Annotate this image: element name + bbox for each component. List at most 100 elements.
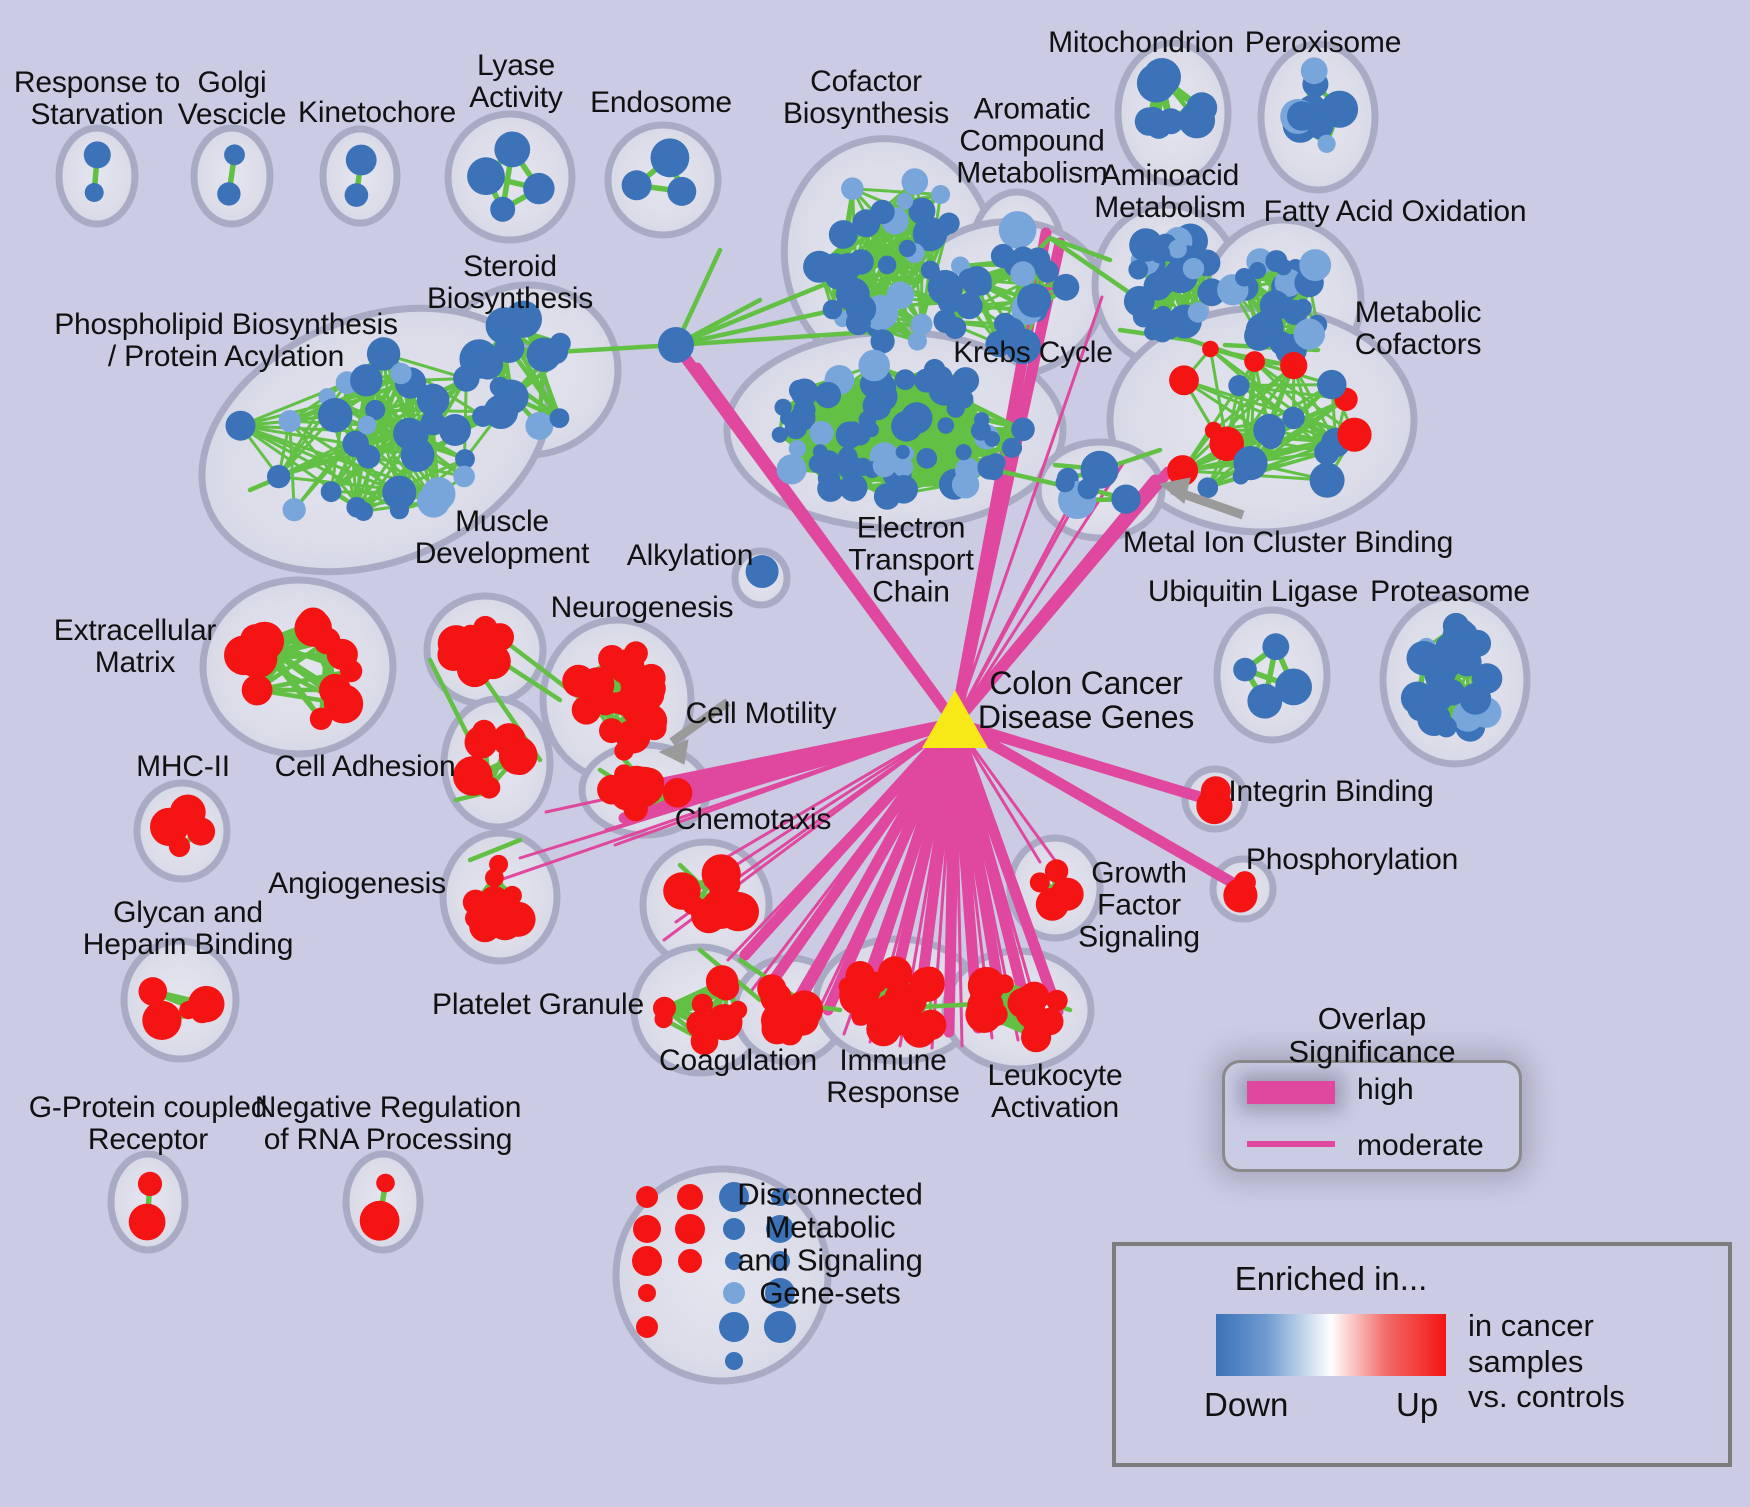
gene-set-node[interactable] xyxy=(1035,887,1069,921)
gene-set-node[interactable] xyxy=(494,131,531,168)
gene-set-node[interactable] xyxy=(309,707,333,730)
gene-set-node[interactable] xyxy=(776,454,807,485)
gene-set-node[interactable] xyxy=(1187,301,1209,323)
gene-set-node[interactable] xyxy=(1017,283,1052,318)
gene-set-node[interactable] xyxy=(931,185,951,204)
gene-set-node[interactable] xyxy=(894,369,916,390)
gene-set-node[interactable] xyxy=(1459,683,1492,715)
gene-set-node[interactable] xyxy=(1309,462,1345,498)
gene-set-node[interactable] xyxy=(675,1214,705,1244)
gene-set-node[interactable] xyxy=(662,778,693,808)
gene-set-node[interactable] xyxy=(872,453,897,478)
gene-set-node[interactable] xyxy=(633,1215,661,1243)
gene-set-node[interactable] xyxy=(544,340,568,364)
gene-set-node[interactable] xyxy=(682,893,703,915)
gene-set-node[interactable] xyxy=(1244,351,1265,372)
gene-set-node[interactable] xyxy=(817,475,844,502)
gene-set-node[interactable] xyxy=(1293,318,1326,350)
gene-set-node[interactable] xyxy=(869,998,891,1019)
gene-set-node[interactable] xyxy=(877,255,897,275)
gene-set-node[interactable] xyxy=(814,381,842,409)
gene-set-node[interactable] xyxy=(489,376,510,397)
gene-set-node[interactable] xyxy=(760,982,792,1014)
gene-set-node[interactable] xyxy=(677,1184,703,1210)
gene-set-node[interactable] xyxy=(654,1010,673,1029)
gene-set-node[interactable] xyxy=(366,337,401,371)
gene-set-node[interactable] xyxy=(473,904,499,930)
gene-set-node[interactable] xyxy=(1168,239,1187,259)
gene-set-node[interactable] xyxy=(599,718,624,744)
gene-set-node[interactable] xyxy=(841,177,864,200)
gene-set-node[interactable] xyxy=(597,774,627,805)
gene-set-node[interactable] xyxy=(478,776,501,799)
gene-set-node[interactable] xyxy=(490,196,516,222)
gene-set-node[interactable] xyxy=(150,807,189,847)
gene-set-node[interactable] xyxy=(937,417,955,434)
gene-set-node[interactable] xyxy=(1249,262,1267,279)
gene-set-node[interactable] xyxy=(483,394,519,429)
gene-set-node[interactable] xyxy=(723,1282,745,1304)
gene-set-node[interactable] xyxy=(1001,437,1023,458)
gene-set-node[interactable] xyxy=(342,430,370,458)
gene-set-node[interactable] xyxy=(319,673,351,706)
gene-set-node[interactable] xyxy=(138,977,168,1006)
gene-set-node[interactable] xyxy=(1223,878,1258,913)
gene-set-node[interactable] xyxy=(907,331,927,351)
gene-set-node[interactable] xyxy=(1281,299,1301,319)
gene-set-node[interactable] xyxy=(933,309,958,334)
gene-set-node[interactable] xyxy=(344,183,369,207)
gene-set-node[interactable] xyxy=(900,402,933,434)
gene-set-node[interactable] xyxy=(718,891,758,932)
gene-set-node[interactable] xyxy=(1011,417,1035,442)
gene-set-node[interactable] xyxy=(1228,375,1250,397)
gene-set-node[interactable] xyxy=(886,281,915,310)
gene-set-node[interactable] xyxy=(439,414,471,446)
gene-set-node[interactable] xyxy=(186,817,216,846)
gene-set-node[interactable] xyxy=(691,993,714,1015)
gene-set-node[interactable] xyxy=(907,1013,925,1031)
gene-set-node[interactable] xyxy=(523,172,555,205)
gene-set-node[interactable] xyxy=(224,144,245,166)
gene-set-node[interactable] xyxy=(896,192,914,210)
gene-set-node[interactable] xyxy=(453,365,480,392)
gene-set-node[interactable] xyxy=(624,661,646,683)
gene-set-node[interactable] xyxy=(636,1186,658,1208)
gene-set-node[interactable] xyxy=(1197,477,1219,499)
gene-set-node[interactable] xyxy=(467,157,505,196)
gene-set-node[interactable] xyxy=(455,449,475,469)
gene-set-node[interactable] xyxy=(317,397,353,433)
gene-set-node[interactable] xyxy=(592,689,619,716)
gene-set-node[interactable] xyxy=(910,313,933,336)
gene-set-node[interactable] xyxy=(870,329,895,354)
gene-set-node[interactable] xyxy=(1442,612,1470,640)
gene-set-node[interactable] xyxy=(357,415,377,435)
gene-set-node[interactable] xyxy=(393,417,425,450)
gene-set-node[interactable] xyxy=(525,411,554,440)
gene-set-node[interactable] xyxy=(929,366,953,389)
gene-set-node[interactable] xyxy=(417,484,451,518)
gene-set-node[interactable] xyxy=(636,1316,658,1338)
gene-set-node[interactable] xyxy=(365,399,386,421)
gene-set-node[interactable] xyxy=(453,465,475,488)
gene-set-node[interactable] xyxy=(389,500,409,520)
gene-set-node[interactable] xyxy=(974,412,990,428)
gene-set-node[interactable] xyxy=(809,420,834,445)
gene-set-node[interactable] xyxy=(1453,647,1482,677)
gene-set-node[interactable] xyxy=(359,1200,400,1241)
gene-set-node[interactable] xyxy=(1000,317,1025,343)
gene-set-node[interactable] xyxy=(1320,90,1359,128)
gene-set-node[interactable] xyxy=(1280,352,1308,380)
gene-set-node[interactable] xyxy=(725,1352,743,1370)
gene-set-node[interactable] xyxy=(839,473,868,502)
gene-set-node[interactable] xyxy=(916,448,938,469)
gene-set-node[interactable] xyxy=(217,182,241,206)
gene-set-node[interactable] xyxy=(1044,859,1069,883)
gene-set-node[interactable] xyxy=(1209,426,1244,462)
gene-set-node[interactable] xyxy=(1055,473,1075,493)
gene-set-node[interactable] xyxy=(701,854,741,894)
gene-set-node[interactable] xyxy=(764,1311,796,1343)
gene-set-node[interactable] xyxy=(437,638,470,672)
gene-set-node[interactable] xyxy=(350,364,383,397)
gene-set-node[interactable] xyxy=(1196,787,1233,825)
gene-set-node[interactable] xyxy=(870,199,895,225)
